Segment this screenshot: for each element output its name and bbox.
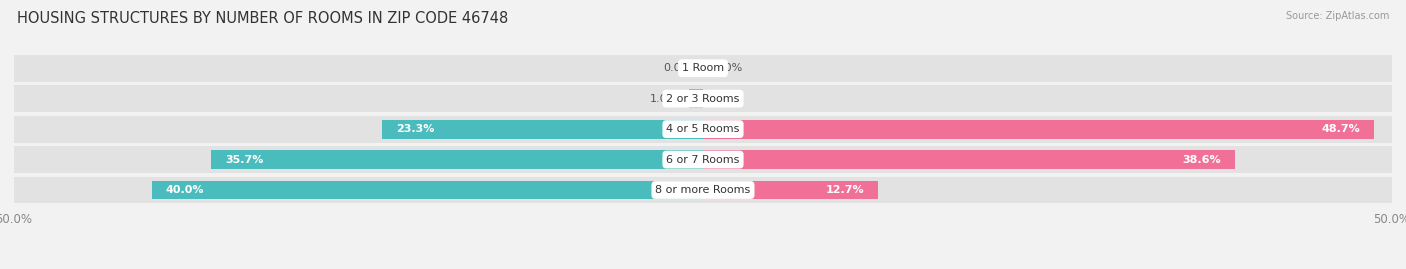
Text: HOUSING STRUCTURES BY NUMBER OF ROOMS IN ZIP CODE 46748: HOUSING STRUCTURES BY NUMBER OF ROOMS IN… [17, 11, 508, 26]
Text: 0.0%: 0.0% [714, 63, 742, 73]
Text: 38.6%: 38.6% [1182, 155, 1220, 165]
Bar [703, 150, 1234, 169]
Text: 35.7%: 35.7% [225, 155, 263, 165]
Bar [703, 120, 1374, 139]
Text: 40.0%: 40.0% [166, 185, 204, 195]
Text: 0.0%: 0.0% [714, 94, 742, 104]
Text: Source: ZipAtlas.com: Source: ZipAtlas.com [1285, 11, 1389, 21]
Bar [14, 146, 1392, 173]
Text: 12.7%: 12.7% [825, 185, 865, 195]
Bar [703, 180, 877, 200]
Bar [689, 89, 703, 108]
Bar [382, 120, 703, 139]
Text: 2 or 3 Rooms: 2 or 3 Rooms [666, 94, 740, 104]
Text: 48.7%: 48.7% [1322, 124, 1360, 134]
Text: 0.0%: 0.0% [664, 63, 692, 73]
Text: 6 or 7 Rooms: 6 or 7 Rooms [666, 155, 740, 165]
Text: 1.0%: 1.0% [650, 94, 678, 104]
Bar [211, 150, 703, 169]
Bar [14, 116, 1392, 143]
Text: 4 or 5 Rooms: 4 or 5 Rooms [666, 124, 740, 134]
Text: 8 or more Rooms: 8 or more Rooms [655, 185, 751, 195]
Bar [152, 180, 703, 200]
Bar [14, 177, 1392, 203]
Text: 1 Room: 1 Room [682, 63, 724, 73]
Bar [14, 85, 1392, 112]
Text: 23.3%: 23.3% [395, 124, 434, 134]
Bar [14, 55, 1392, 82]
Legend: Owner-occupied, Renter-occupied: Owner-occupied, Renter-occupied [579, 266, 827, 269]
